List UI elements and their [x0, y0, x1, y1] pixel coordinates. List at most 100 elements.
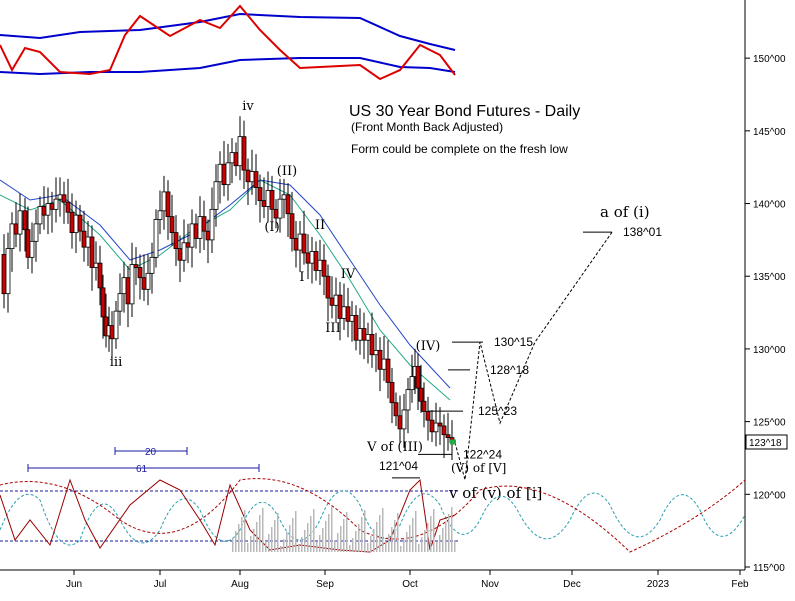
candle-down: [353, 315, 359, 341]
moving-average-fast: [0, 179, 451, 401]
volume-bar: [298, 544, 300, 552]
volume-bar: [373, 529, 375, 552]
candle-up: [93, 262, 99, 268]
volume-bar: [334, 540, 336, 552]
volume-bar: [232, 538, 234, 552]
volume-bar: [442, 528, 444, 552]
candle-down: [345, 306, 351, 322]
candle-up: [405, 389, 411, 411]
volume-bar: [274, 520, 276, 552]
candlestick-series: [1, 116, 455, 460]
y-tick-label: 135^00: [753, 272, 786, 283]
candle-up: [373, 349, 379, 356]
candle-up: [433, 422, 439, 433]
candle-down: [169, 216, 175, 234]
candle-down: [429, 419, 435, 433]
wave-label: (II): [277, 164, 297, 179]
candle-down: [69, 211, 75, 234]
volume-bar: [385, 541, 387, 552]
candle-down: [313, 251, 319, 271]
candle-up: [117, 293, 123, 312]
candle-down: [25, 229, 31, 258]
candle-down: [285, 194, 291, 215]
candle-down: [321, 259, 327, 277]
candle-down: [361, 328, 367, 341]
last-bar-marker: [450, 439, 456, 445]
candle-down: [173, 232, 179, 250]
candle-up: [53, 198, 59, 210]
volume-bar: [352, 538, 354, 552]
candle-up: [249, 171, 255, 183]
volume-bar: [346, 512, 348, 552]
candle-down: [13, 223, 19, 235]
candle-up: [357, 328, 363, 341]
level-label: 122^24: [463, 447, 502, 461]
volume-bar: [349, 545, 351, 552]
candle-down: [49, 203, 55, 210]
candle-down: [125, 277, 131, 305]
top-indicator-panel: [0, 4, 456, 81]
volume-bar: [325, 521, 327, 552]
projection-label-v-of-v-of-i: v of (v) of [i]: [448, 484, 542, 502]
volume-bar: [331, 507, 333, 552]
x-tick-label: Sep: [316, 579, 334, 590]
candle-down: [425, 411, 431, 421]
volume-bar: [268, 534, 270, 552]
level-label: 130^15: [494, 335, 533, 349]
volume-bar: [292, 518, 294, 552]
x-tick-label: Aug: [231, 579, 249, 590]
candle-down: [233, 152, 239, 167]
volume-bar: [433, 509, 435, 552]
volume-bar: [283, 539, 285, 552]
candle-down: [445, 434, 451, 439]
candle-down: [221, 163, 227, 186]
last-price-badge: 123^18: [749, 438, 782, 449]
volume-bar: [358, 524, 360, 552]
candle-up: [157, 210, 163, 220]
y-tick-label: 130^00: [753, 345, 786, 356]
volume-bar: [367, 543, 369, 552]
x-tick-label: 2023: [647, 579, 670, 590]
volume-bar: [445, 521, 447, 552]
candle-up: [37, 206, 43, 225]
candle-up: [225, 162, 231, 186]
candle-down: [137, 267, 143, 279]
y-tick-label: 115^00: [753, 563, 785, 574]
volume-bar: [364, 510, 366, 552]
candle-up: [349, 315, 355, 322]
candle-up: [5, 248, 11, 295]
candle-down: [22, 210, 28, 231]
wave-label: III: [325, 321, 340, 336]
volume-bar: [289, 525, 291, 552]
candle-down: [329, 297, 335, 306]
volume-bar: [295, 511, 297, 552]
wave-label: (IV): [416, 339, 441, 354]
candle-down: [369, 333, 375, 356]
volume-bar: [286, 532, 288, 552]
x-tick-label: Jul: [154, 579, 167, 590]
projection-dashed-path: [454, 231, 613, 480]
candle-down: [273, 208, 279, 219]
x-tick-label: Oct: [402, 579, 418, 590]
candle-up: [341, 306, 347, 319]
candle-up: [121, 277, 127, 295]
candle-down: [89, 236, 95, 268]
candle-up: [229, 152, 235, 164]
candle-down: [397, 415, 403, 430]
volume-bar: [337, 533, 339, 552]
volume-bar: [253, 529, 255, 552]
volume-bar: [421, 537, 423, 552]
x-axis-ticks: Jun Jul Aug Sep Oct Nov Dec 2023 Feb: [66, 570, 749, 590]
volume-bar: [241, 517, 243, 552]
volume-bar: [436, 542, 438, 552]
volume-bar: [397, 513, 399, 552]
candle-down: [165, 191, 171, 218]
volume-bar: [262, 508, 264, 552]
candle-down: [337, 294, 343, 319]
y-tick-label: 145^00: [753, 127, 786, 138]
volume-bar: [265, 541, 267, 552]
candle-down: [177, 248, 183, 261]
volume-bar: [439, 535, 441, 552]
last-price-badge-box: [745, 434, 788, 450]
